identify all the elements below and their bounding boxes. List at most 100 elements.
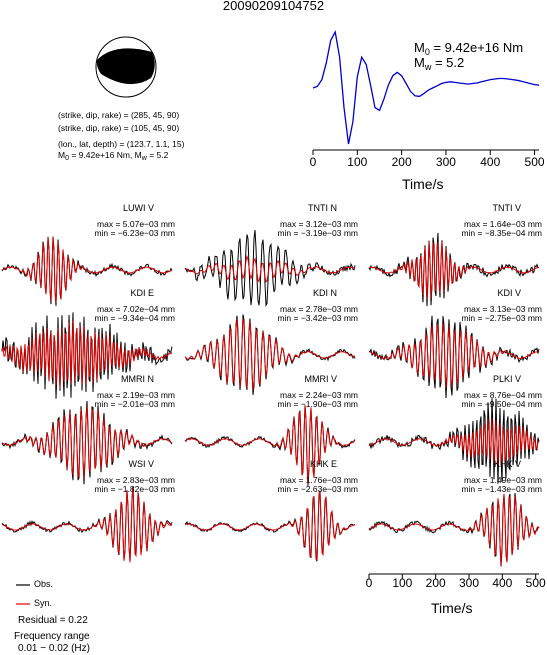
bottom-time-axis (368, 573, 539, 579)
residual-label: Residual = 0.22 (18, 615, 88, 626)
waveform-panel (368, 232, 540, 307)
stf-plot (312, 30, 540, 155)
station-label: PLKI V (492, 374, 521, 384)
legend-syn-label: Syn. (34, 598, 53, 608)
station-label: MMRI V (304, 374, 338, 384)
stf-m0-value: = 9.42e+16 Nm (429, 40, 524, 55)
stf-mw-label: Mw = 5.2 (414, 55, 464, 75)
observed-waveform (369, 315, 540, 399)
mech-m0-sub: 0 (65, 155, 69, 162)
stf-ticks (312, 150, 536, 155)
waveform-panel (184, 405, 356, 487)
synthetic-waveform (184, 254, 356, 284)
station-label: KHK V (493, 459, 521, 469)
page-title: 20090209104752 (222, 0, 325, 13)
waveform-panel (368, 315, 540, 399)
stf-moment-label: M0 = 9.42e+16 Nm (414, 40, 523, 60)
max-amplitude: max = 2.78e−03 mm (280, 304, 358, 314)
min-amplitude: min = −9.50e−04 mm (461, 399, 542, 409)
min-amplitude: min = −1.82e−03 mm (94, 484, 175, 494)
max-amplitude: max = 3.13e−03 mm (464, 304, 542, 314)
synthetic-waveform (1, 320, 173, 389)
max-amplitude: max = 5.07e−03 mm (97, 219, 175, 229)
observed-waveform (1, 486, 173, 562)
max-amplitude: max = 2.19e−03 mm (97, 390, 175, 400)
observed-waveform (184, 490, 356, 562)
waveform-panel (1, 236, 173, 306)
stf-tick-label: 0 (309, 155, 317, 169)
station-label: WSI V (128, 459, 154, 469)
waveform-panel (184, 490, 356, 562)
synthetic-waveform (368, 323, 540, 388)
min-amplitude: min = −8.35e−04 mm (461, 228, 542, 238)
station-label: LUWI V (122, 203, 154, 213)
synthetic-waveform (368, 418, 540, 465)
synthetic-waveform (184, 318, 356, 391)
observed-waveform (368, 398, 540, 484)
synthetic-waveform (184, 491, 356, 561)
waveform-panel (1, 400, 173, 485)
waveform-panel (184, 230, 356, 308)
bottom-ticks (368, 574, 537, 579)
stf-tick-label: 300 (435, 155, 456, 169)
max-amplitude: max = 2.24e−03 mm (280, 390, 358, 400)
mech-m0-value: = 9.42e+16 Nm, M (69, 150, 142, 160)
waveform-panel (368, 492, 540, 567)
bottom-tick-label: 400 (492, 576, 513, 590)
mech-mw-sub: w (141, 155, 147, 162)
min-amplitude: min = −6.23e−03 mm (94, 228, 175, 238)
waveform-panels (1, 230, 540, 567)
legend-obs-label: Obs. (34, 579, 54, 589)
stf-tick-label: 100 (347, 155, 368, 169)
stf-m0-label: M (414, 40, 425, 55)
bottom-tick-label: 300 (458, 576, 480, 590)
stf-line (312, 30, 540, 145)
bottom-tick-label: 200 (425, 576, 446, 590)
synthetic-waveform (1, 236, 173, 303)
waveform-panel (1, 312, 173, 399)
waveform-panel (368, 398, 540, 484)
beachball-compression-quadrant (96, 48, 155, 85)
min-amplitude: min = −9.34e−04 mm (94, 313, 175, 323)
bottom-tick-label: 100 (392, 576, 413, 590)
station-label: MMRI N (121, 374, 154, 384)
stf-mw-sub: w (424, 62, 432, 72)
max-amplitude: max = 7.02e−04 mm (97, 304, 175, 314)
stf-tick-label: 200 (391, 155, 412, 169)
min-amplitude: min = −1.43e−03 mm (461, 484, 542, 494)
stf-tick-label: 500 (524, 155, 545, 169)
synthetic-waveform (1, 488, 173, 563)
max-amplitude: max = 3.12e−03 mm (280, 219, 358, 229)
mechanism-plane2: (strike, dip, rake) = (105, 45, 90) (58, 123, 180, 133)
max-amplitude: max = 1.49e−03 mm (464, 475, 542, 485)
station-label: KDI V (497, 288, 521, 298)
min-amplitude: min = −2.01e−03 mm (94, 399, 175, 409)
station-label: TNTI V (492, 203, 522, 213)
mechanism-plane1: (strike, dip, rake) = (285, 45, 90) (58, 110, 180, 120)
freq-value: 0.01 − 0.02 (Hz) (18, 643, 90, 654)
stf-tick-label: 400 (480, 155, 501, 169)
synthetic-waveform (184, 405, 356, 485)
bottom-tick-label: 0 (365, 576, 373, 590)
beachball (95, 36, 157, 98)
min-amplitude: min = −3.19e−03 mm (277, 228, 358, 238)
min-amplitude: min = −2.63e−03 mm (277, 484, 358, 494)
min-amplitude: min = −3.42e−03 mm (277, 313, 358, 323)
observed-waveform (184, 405, 356, 487)
max-amplitude: max = 1.64e−03 mm (464, 219, 542, 229)
mechanism-location: (lon., lat, depth) = (123.7, 1.1, 15) (58, 139, 185, 149)
synthetic-waveform (368, 493, 540, 565)
station-label: KDI E (130, 288, 154, 298)
max-amplitude: max = 2.83e−03 mm (97, 475, 175, 485)
stf-mw-value: = 5.2 (431, 55, 465, 70)
stf-mw-m: M (414, 55, 425, 70)
station-label: TNTI N (308, 203, 337, 213)
waveform-panel (184, 314, 356, 395)
mech-m0-label: M (58, 150, 66, 160)
synthetic-waveform (368, 242, 540, 300)
max-amplitude: max = 8.76e−04 mm (464, 390, 542, 400)
stf-m0-sub: 0 (424, 47, 430, 57)
mechanism-moment: M0 = 9.42e+16 Nm, Mw = 5.2 (58, 150, 168, 164)
